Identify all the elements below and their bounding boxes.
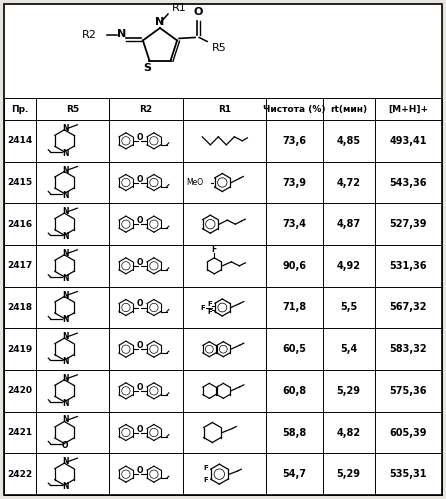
Text: O: O [136,425,143,434]
Text: N: N [62,482,69,491]
Text: F: F [207,308,212,314]
Text: N: N [62,290,69,299]
Text: R5: R5 [212,43,227,53]
Text: 527,39: 527,39 [389,219,427,229]
Text: N: N [62,232,69,241]
Text: N: N [62,191,69,200]
Text: 4,87: 4,87 [337,219,361,229]
Text: R2: R2 [139,104,153,113]
Text: 2414: 2414 [7,136,33,145]
Text: O: O [136,383,143,392]
Text: 493,41: 493,41 [389,136,427,146]
Text: 2419: 2419 [7,345,33,354]
Text: 90,6: 90,6 [282,261,306,271]
Text: 60,5: 60,5 [282,344,306,354]
Text: N: N [62,274,69,283]
Text: 4,82: 4,82 [337,428,361,438]
Text: Чистота (%): Чистота (%) [263,104,326,113]
Text: 2417: 2417 [7,261,33,270]
Text: 5,29: 5,29 [337,469,361,479]
Text: 567,32: 567,32 [389,302,427,312]
Text: 2418: 2418 [7,303,32,312]
Text: F: F [207,300,212,306]
Text: R2: R2 [82,30,97,40]
Text: O: O [136,216,143,225]
Text: 2422: 2422 [7,470,32,479]
Text: N: N [62,357,69,366]
Text: N: N [62,124,69,133]
Text: O: O [136,258,143,267]
Text: 60,8: 60,8 [282,386,306,396]
Text: 543,36: 543,36 [389,178,427,188]
Text: O: O [136,133,143,142]
Text: 583,32: 583,32 [389,344,427,354]
Text: N: N [62,374,69,383]
Text: O: O [136,341,143,350]
Text: [M+H]+: [M+H]+ [388,104,428,113]
Text: O: O [62,441,69,450]
Text: 73,6: 73,6 [282,136,306,146]
Text: O: O [136,175,143,184]
Text: F: F [212,246,217,254]
Text: 2416: 2416 [7,220,32,229]
Text: O: O [194,7,203,17]
Text: 73,4: 73,4 [282,219,306,229]
Text: 575,36: 575,36 [389,386,427,396]
Text: N: N [62,332,69,341]
Text: R1: R1 [172,3,187,13]
Text: F: F [200,304,205,310]
Text: 5,29: 5,29 [337,386,361,396]
Text: S: S [144,62,152,72]
Text: 2420: 2420 [7,386,32,395]
Text: N: N [62,207,69,216]
Text: N: N [62,399,69,408]
Text: 5,5: 5,5 [340,302,357,312]
Text: N: N [62,457,69,466]
Text: rt(мин): rt(мин) [330,104,367,113]
Text: O: O [136,466,143,475]
Text: N: N [62,149,69,158]
Text: O: O [136,299,143,308]
Text: 4,72: 4,72 [337,178,361,188]
Text: 535,31: 535,31 [389,469,427,479]
Text: R1: R1 [218,104,231,113]
Text: N: N [62,416,69,425]
Text: N: N [117,29,127,39]
Text: 54,7: 54,7 [282,469,306,479]
Text: Пр.: Пр. [11,104,29,113]
Text: 605,39: 605,39 [389,428,427,438]
Text: 73,9: 73,9 [282,178,306,188]
Text: 2415: 2415 [7,178,32,187]
Text: 4,85: 4,85 [337,136,361,146]
Text: F: F [203,477,208,483]
Text: 71,8: 71,8 [282,302,306,312]
Text: N: N [62,315,69,324]
Text: 58,8: 58,8 [282,428,306,438]
Text: 2421: 2421 [7,428,32,437]
Text: F: F [203,465,208,471]
Text: R5: R5 [66,104,79,113]
Text: N: N [62,166,69,175]
Text: MeO: MeO [186,178,203,187]
Text: 531,36: 531,36 [389,261,427,271]
Text: N: N [62,249,69,258]
Text: 4,92: 4,92 [337,261,361,271]
Text: 5,4: 5,4 [340,344,357,354]
Text: N: N [155,17,165,27]
